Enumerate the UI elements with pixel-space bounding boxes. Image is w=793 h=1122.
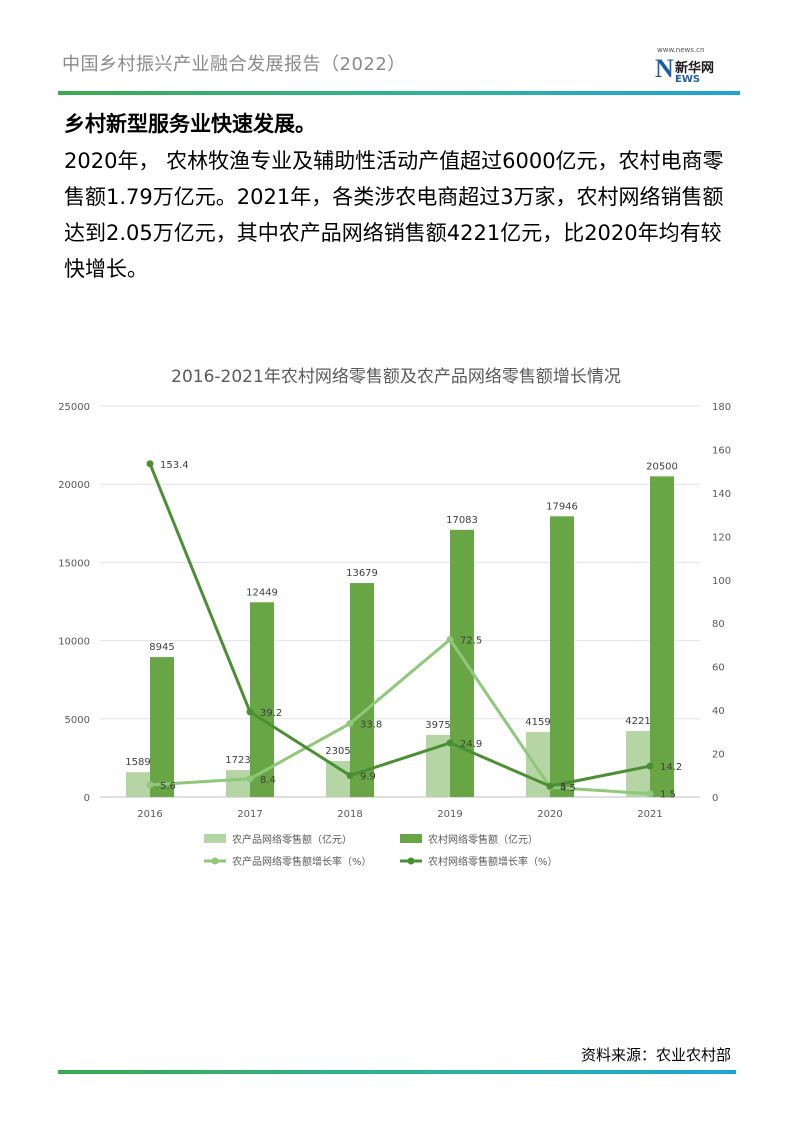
bar-agri-product-2020 (526, 731, 550, 797)
left-axis-tick-label: 5000 (65, 715, 90, 726)
right-axis-tick-label: 180 (712, 402, 731, 413)
footer-divider (58, 1070, 736, 1074)
right-axis-tick-label: 160 (712, 445, 731, 456)
bar-data-label: 8945 (149, 642, 174, 653)
bar-rural-online-2017 (250, 602, 274, 797)
point-rural-online-growth-2018 (346, 771, 354, 779)
bar-data-label: 12449 (246, 587, 278, 598)
legend-label: 农产品网络零售额（亿元） (232, 833, 352, 846)
bar-data-label: 17083 (446, 515, 478, 526)
bar-data-label: 3975 (425, 720, 450, 731)
right-axis-tick-label: 120 (712, 532, 731, 543)
logo-brand-sub: EWS (675, 74, 701, 85)
section-heading: 乡村新型服务业快速发展。 (64, 112, 316, 136)
point-rural-online-growth-2016 (146, 460, 154, 468)
legend-label: 农产品网络零售额增长率（%） (232, 855, 372, 868)
x-axis-tick-label: 2016 (137, 809, 162, 820)
point-agri-product-growth-2016 (146, 781, 154, 789)
right-axis-tick-label: 0 (712, 793, 718, 804)
left-axis-tick-label: 20000 (58, 480, 90, 491)
logo-site-text: www.news.cn (657, 46, 705, 54)
legend-swatch-marker (407, 857, 415, 865)
point-agri-product-growth-2019 (446, 636, 454, 644)
x-axis-tick-label: 2018 (337, 809, 362, 820)
source-note: 资料来源：农业农村部 (580, 1046, 731, 1064)
bar-data-label: 1589 (125, 757, 150, 768)
legend-swatch-marker (211, 857, 219, 865)
bar-agri-product-2021 (626, 730, 650, 797)
bar-data-label: 2305 (325, 746, 350, 757)
header-divider (58, 91, 740, 95)
right-axis-tick-label: 20 (712, 750, 725, 761)
line-data-label: 5.6 (160, 781, 176, 792)
point-rural-online-growth-2017 (246, 708, 254, 716)
line-data-label: 9.9 (360, 771, 376, 782)
bar-rural-online-2018 (350, 583, 374, 797)
x-axis-tick-label: 2020 (537, 809, 562, 820)
right-axis-tick-label: 80 (712, 619, 725, 630)
line-data-label: 8.4 (260, 775, 276, 786)
bar-data-label: 4221 (625, 716, 650, 727)
line-data-label: 72.5 (460, 636, 482, 647)
bar-data-label: 13679 (346, 568, 378, 579)
line-rural-online-growth (148, 463, 651, 788)
point-agri-product-growth-2018 (346, 720, 354, 728)
line-data-label: 1.5 (660, 790, 676, 801)
bar-data-label: 17946 (546, 501, 578, 512)
line-data-label: 24.9 (460, 739, 482, 750)
xinhua-logo: www.news.cn N 新华网 EWS (655, 46, 727, 90)
x-axis-tick-label: 2021 (637, 809, 662, 820)
point-agri-product-growth-2017 (246, 775, 254, 783)
left-axis-tick-label: 25000 (58, 402, 90, 413)
line-data-label: 5 (560, 782, 566, 793)
bar-data-label: 20500 (646, 461, 678, 472)
chart-title: 2016-2021年农村网络零售额及农产品网络零售额增长情况 (171, 367, 621, 387)
line-data-label: 14.2 (660, 762, 682, 773)
line-agri-product-growth (149, 638, 651, 796)
bar-data-label: 4159 (525, 717, 550, 728)
logo-n-mark: N (655, 54, 674, 83)
line-data-label: 4.5 (560, 783, 576, 794)
legend-label: 农村网络零售额（亿元） (428, 833, 538, 846)
point-rural-online-growth-2020 (546, 782, 554, 790)
logo-brand-text: 新华网 (675, 61, 715, 76)
legend-swatch (204, 834, 226, 843)
bar-data-label: 1723 (225, 755, 250, 766)
point-agri-product-growth-2021 (646, 790, 654, 798)
bar-agri-product-2017 (226, 770, 250, 797)
point-rural-online-growth-2019 (446, 739, 454, 747)
bar-rural-online-2021 (650, 476, 674, 797)
line-data-label: 153.4 (160, 460, 189, 471)
bar-agri-product-2016 (126, 772, 150, 797)
bar-rural-online-2020 (550, 516, 574, 797)
page-header-title: 中国乡村振兴产业融合发展报告（2022） (62, 54, 406, 75)
right-axis-tick-label: 100 (712, 576, 731, 587)
x-axis-tick-label: 2019 (437, 809, 462, 820)
legend-label: 农村网络零售额增长率（%） (428, 855, 558, 868)
x-axis-tick-label: 2017 (237, 809, 262, 820)
right-axis-tick-label: 140 (712, 489, 731, 500)
left-axis-tick-label: 15000 (58, 558, 90, 569)
bar-rural-online-2019 (450, 529, 474, 797)
line-data-label: 33.8 (360, 720, 382, 731)
body-paragraph: 2020年， 农林牧渔专业及辅助性活动产值超过6000亿元，农村电商零售额1.7… (64, 149, 724, 281)
bar-rural-online-2016 (150, 657, 174, 797)
line-data-label: 39.2 (260, 708, 282, 719)
growth-chart: 2016-2021年农村网络零售额及农产品网络零售额增长情况 0 5000 10000… (58, 367, 731, 868)
point-rural-online-growth-2021 (646, 762, 654, 770)
left-axis-tick-label: 10000 (58, 637, 90, 648)
right-axis-tick-label: 40 (712, 706, 725, 717)
legend-swatch (400, 834, 422, 843)
right-axis-tick-label: 60 (712, 663, 725, 674)
left-axis-tick-label: 0 (84, 793, 90, 804)
